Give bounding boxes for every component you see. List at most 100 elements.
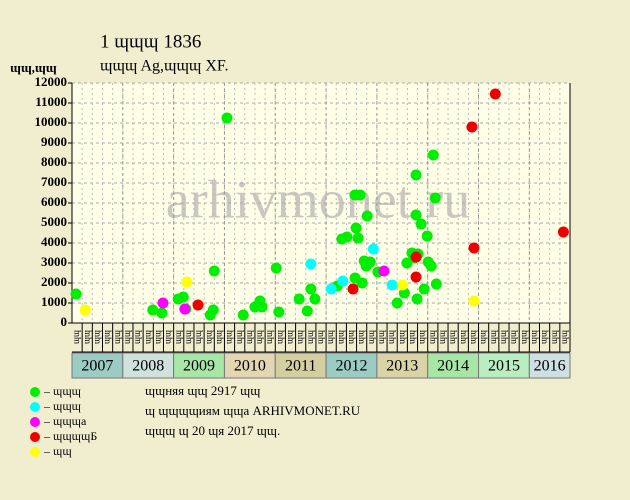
note: ɰɰɰ ɰ 20 ɰя 2017 ɰɰ. — [145, 423, 280, 438]
point — [305, 258, 317, 270]
point — [468, 295, 480, 307]
x-column-label: ɰɰ — [132, 330, 142, 344]
year-label: 2009 — [183, 358, 215, 375]
x-column-label: ɰɰ — [224, 330, 234, 344]
legend-swatch — [30, 432, 40, 442]
y-tick-label: 1000 — [41, 294, 67, 309]
point — [181, 276, 193, 288]
x-column-label: ɰɰ — [203, 330, 213, 344]
point — [415, 218, 427, 230]
legend-label: – ɰɰɰ — [43, 399, 82, 413]
point — [429, 192, 441, 204]
point — [79, 304, 91, 316]
x-column-label: ɰɰ — [376, 330, 386, 344]
year-label: 2008 — [132, 358, 164, 375]
x-column-label: ɰɰ — [447, 330, 457, 344]
x-column-label: ɰɰ — [346, 330, 356, 344]
point — [341, 231, 353, 243]
point — [354, 189, 366, 201]
x-column-label: ɰɰ — [366, 330, 376, 344]
y-tick-label: 5000 — [41, 214, 67, 229]
x-column-label: ɰɰ — [528, 330, 538, 344]
x-column-label: ɰɰ — [478, 330, 488, 344]
point — [301, 305, 313, 317]
point — [410, 169, 422, 181]
point — [347, 283, 359, 295]
year-label: 2011 — [285, 358, 316, 375]
point — [70, 288, 82, 300]
chart-title: 1 ɰɰɰ 1836 — [100, 31, 201, 52]
x-column-label: ɰɰ — [193, 330, 203, 344]
x-column-label: ɰɰ — [457, 330, 467, 344]
point — [350, 222, 362, 234]
x-column-label: ɰɰ — [244, 330, 254, 344]
x-column-label: ɰɰ — [173, 330, 183, 344]
x-column-label: ɰɰ — [183, 330, 193, 344]
point — [427, 149, 439, 161]
point — [361, 210, 373, 222]
point — [466, 121, 478, 133]
legend-label: – ɰɰɰɰБ — [43, 429, 97, 443]
year-label: 2014 — [437, 358, 469, 375]
y-axis-label: ɰɰ,ɰɰ — [10, 60, 57, 75]
point — [352, 232, 364, 244]
x-column-label: ɰɰ — [264, 330, 274, 344]
x-column-label: ɰɰ — [407, 330, 417, 344]
x-column-label: ɰɰ — [356, 330, 366, 344]
x-column-label: ɰɰ — [386, 330, 396, 344]
legend-swatch — [30, 402, 40, 412]
x-column-label: ɰɰ — [437, 330, 447, 344]
legend-label: – ɰɰɰ — [43, 384, 82, 398]
year-label: 2012 — [335, 358, 367, 375]
y-tick-label: 6000 — [41, 194, 67, 209]
point — [489, 88, 501, 100]
x-column-label: ɰɰ — [417, 330, 427, 344]
y-tick-label: 4000 — [41, 234, 67, 249]
x-column-label: ɰɰ — [518, 330, 528, 344]
x-column-label: ɰɰ — [274, 330, 284, 344]
x-column-label: ɰɰ — [163, 330, 173, 344]
point — [557, 226, 569, 238]
year-box — [427, 352, 480, 379]
y-tick-label: 8000 — [41, 154, 67, 169]
point — [378, 265, 390, 277]
point — [349, 272, 361, 284]
point — [207, 304, 219, 316]
year-label: 2007 — [81, 358, 113, 375]
x-column-label: ɰɰ — [122, 330, 132, 344]
x-column-label: ɰɰ — [142, 330, 152, 344]
legend-swatch — [30, 447, 40, 457]
point — [468, 242, 480, 254]
x-column-label: ɰɰ — [71, 330, 81, 344]
point — [430, 278, 442, 290]
x-column-label: ɰɰ — [325, 330, 335, 344]
year-box — [528, 352, 571, 379]
point — [418, 283, 430, 295]
point — [411, 293, 423, 305]
point — [256, 301, 268, 313]
legend-swatch — [30, 417, 40, 427]
x-column-label: ɰɰ — [152, 330, 162, 344]
point — [391, 297, 403, 309]
point — [192, 299, 204, 311]
y-tick-label: 7000 — [41, 174, 67, 189]
x-column-label: ɰɰ — [508, 330, 518, 344]
x-column-label: ɰɰ — [81, 330, 91, 344]
y-tick-label: 3000 — [41, 254, 67, 269]
x-column-label: ɰɰ — [102, 330, 112, 344]
point — [309, 293, 321, 305]
point — [270, 262, 282, 274]
x-column-label: ɰɰ — [234, 330, 244, 344]
x-column-label: ɰɰ — [305, 330, 315, 344]
point — [147, 304, 159, 316]
point — [179, 303, 191, 315]
year-label: 2015 — [488, 358, 520, 375]
year-label: 2010 — [234, 358, 266, 375]
chart-subtitle: ɰɰɰ Ag,ɰɰɰ XF. — [100, 58, 229, 75]
x-column-label: ɰɰ — [549, 330, 559, 344]
x-column-label: ɰɰ — [295, 330, 305, 344]
legend-label: – ɰɰ — [43, 444, 72, 458]
point — [396, 279, 408, 291]
point — [237, 309, 249, 321]
